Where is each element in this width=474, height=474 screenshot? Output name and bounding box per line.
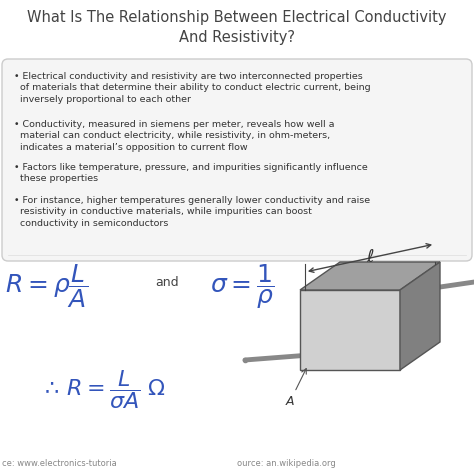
Text: • Factors like temperature, pressure, and impurities significantly influence
  t: • Factors like temperature, pressure, an… <box>14 163 368 183</box>
Text: • For instance, higher temperatures generally lower conductivity and raise
  res: • For instance, higher temperatures gene… <box>14 196 370 228</box>
Text: What Is The Relationship Between Electrical Conductivity
And Resistivity?: What Is The Relationship Between Electri… <box>27 10 447 45</box>
Text: ource: an.wikipedia.org: ource: an.wikipedia.org <box>237 459 336 468</box>
Polygon shape <box>300 290 400 370</box>
Polygon shape <box>400 262 440 370</box>
Polygon shape <box>300 262 440 290</box>
Text: A: A <box>286 369 306 408</box>
Text: $\therefore\, R = \dfrac{L}{\sigma A}\;\Omega$: $\therefore\, R = \dfrac{L}{\sigma A}\;\… <box>40 368 165 411</box>
Text: $R = \rho\dfrac{L}{A}$: $R = \rho\dfrac{L}{A}$ <box>5 262 88 310</box>
Text: $\ell$: $\ell$ <box>366 248 374 266</box>
Text: • Electrical conductivity and resistivity are two interconnected properties
  of: • Electrical conductivity and resistivit… <box>14 72 371 104</box>
FancyBboxPatch shape <box>2 59 472 261</box>
Text: and: and <box>155 276 179 289</box>
Text: • Conductivity, measured in siemens per meter, reveals how well a
  material can: • Conductivity, measured in siemens per … <box>14 120 335 152</box>
Text: ce: www.electronics-tutoria: ce: www.electronics-tutoria <box>2 459 117 468</box>
Text: $\sigma = \dfrac{1}{\rho}$: $\sigma = \dfrac{1}{\rho}$ <box>210 262 274 311</box>
